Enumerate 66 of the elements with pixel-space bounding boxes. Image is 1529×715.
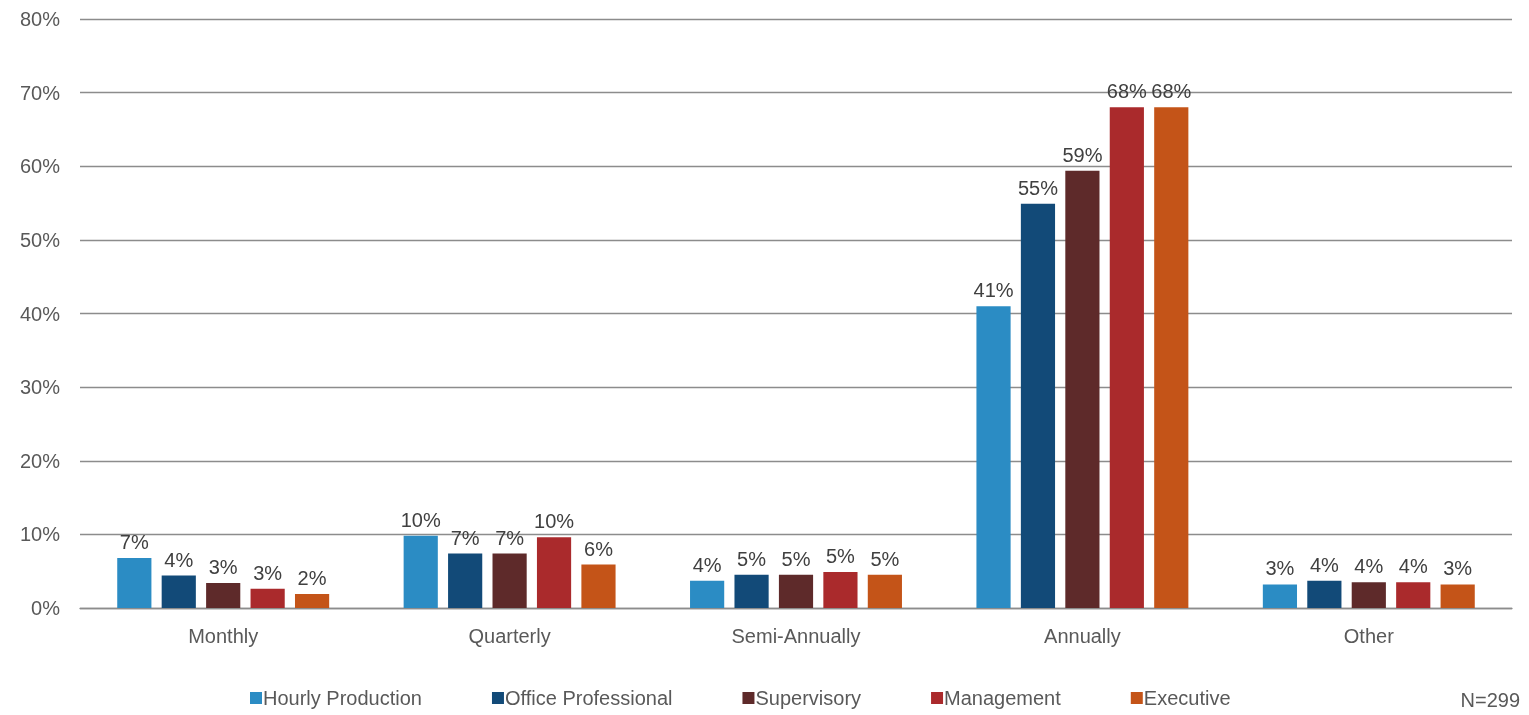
data-label: 3% xyxy=(253,561,283,584)
data-label: 55% xyxy=(1017,176,1059,199)
y-tick-label: 30% xyxy=(19,376,61,399)
data-label: 10% xyxy=(534,510,575,533)
y-tick-label: 10% xyxy=(19,523,61,546)
legend-label: Management xyxy=(944,687,1062,709)
bar xyxy=(867,574,902,608)
data-label: 10% xyxy=(400,508,441,531)
bar xyxy=(206,582,241,608)
bar xyxy=(1440,584,1475,608)
data-label: 5% xyxy=(781,547,811,570)
bar xyxy=(734,574,769,608)
y-tick-label: 70% xyxy=(19,81,61,104)
y-tick-label: 60% xyxy=(19,155,61,178)
bar xyxy=(161,575,196,608)
x-tick-label: Other xyxy=(1343,625,1395,647)
data-label: 2% xyxy=(297,567,327,590)
bar xyxy=(403,535,438,608)
x-tick-label: Annually xyxy=(1044,625,1121,647)
data-label: 3% xyxy=(208,555,238,578)
bar xyxy=(1154,107,1189,608)
y-tick-label: 20% xyxy=(19,449,61,472)
bar xyxy=(976,306,1011,608)
data-label: 4% xyxy=(1309,553,1340,576)
text: N=299 xyxy=(1460,689,1521,711)
x-tick-label: Quarterly xyxy=(468,625,551,647)
y-tick-label: 80% xyxy=(19,8,61,30)
data-label: 3% xyxy=(1443,557,1473,580)
data-label: 5% xyxy=(825,544,856,567)
bar xyxy=(1307,580,1342,608)
bar xyxy=(1020,203,1056,608)
data-label: 5% xyxy=(737,547,767,570)
bar xyxy=(117,557,152,608)
legend-label: Hourly Production xyxy=(263,687,422,709)
data-label: 4% xyxy=(1398,555,1428,578)
data-label: 4% xyxy=(164,548,194,571)
data-label: 6% xyxy=(584,537,614,560)
data-label: 3% xyxy=(1265,557,1295,580)
bar xyxy=(1396,582,1431,608)
bar xyxy=(294,594,330,608)
data-label: 59% xyxy=(1062,143,1103,166)
bar xyxy=(536,537,572,608)
bar xyxy=(1109,107,1144,608)
x-tick-label: Semi-Annually xyxy=(731,625,861,647)
bar xyxy=(1065,170,1100,608)
y-tick-label: 0% xyxy=(31,597,61,619)
legend-label: Supervisory xyxy=(755,687,862,709)
data-label: 5% xyxy=(870,547,900,570)
bar xyxy=(492,553,527,608)
y-tick-label: 50% xyxy=(19,228,61,251)
bar xyxy=(778,574,814,608)
bar xyxy=(581,564,616,608)
data-label: 41% xyxy=(973,279,1014,302)
bar xyxy=(448,553,483,608)
legend-label: Executive xyxy=(1143,687,1231,709)
data-label: 4% xyxy=(1354,555,1384,578)
y-tick-label: 40% xyxy=(19,302,61,325)
data-label: 4% xyxy=(692,553,722,576)
bar xyxy=(823,571,858,608)
bar xyxy=(1351,582,1386,608)
data-label: 7% xyxy=(119,530,149,553)
bar xyxy=(250,588,285,608)
bar xyxy=(690,580,725,608)
x-tick-label: Monthly xyxy=(188,625,259,647)
bar xyxy=(1262,584,1298,608)
legend-label: Office Professional xyxy=(504,687,673,709)
